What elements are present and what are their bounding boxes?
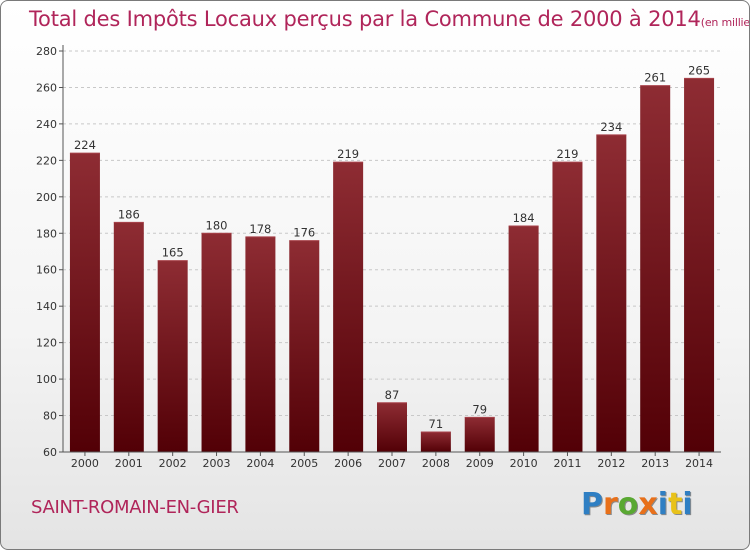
bar xyxy=(201,233,232,452)
y-tick-label: 200 xyxy=(36,191,57,204)
bar-value-label: 176 xyxy=(293,226,315,240)
bar-value-label: 219 xyxy=(337,147,359,161)
logo-letter: i xyxy=(657,487,669,522)
y-tick-label: 180 xyxy=(36,227,57,240)
y-tick-label: 120 xyxy=(36,337,57,350)
bar-value-label: 184 xyxy=(513,211,535,225)
bar-value-label: 178 xyxy=(249,222,271,236)
x-tick-label: 2006 xyxy=(334,457,362,470)
x-tick-label: 2010 xyxy=(510,457,538,470)
x-tick-label: 2014 xyxy=(685,457,713,470)
value-labels: 224 186 165 180 178 176 219 87 71 79 184 219 234 261 2… xyxy=(74,63,710,431)
logo-letter: x xyxy=(638,487,658,522)
axes: 60 80 100 120 140 160 180 200 220 240 260 280 2000 20… xyxy=(36,45,721,470)
bar-value-label: 234 xyxy=(600,120,622,134)
x-tick-label: 2009 xyxy=(466,457,494,470)
bar xyxy=(245,236,276,452)
y-tick-label: 60 xyxy=(43,446,57,459)
bar xyxy=(289,240,320,452)
bar-value-label: 87 xyxy=(385,388,400,402)
proxiti-logo: Proxiti xyxy=(581,487,693,522)
y-tick-label: 280 xyxy=(36,45,57,58)
y-tick-label: 260 xyxy=(36,81,57,94)
bar xyxy=(333,162,364,452)
logo-letter: i xyxy=(682,487,693,522)
bar-value-label: 180 xyxy=(206,218,228,232)
bar-value-label: 265 xyxy=(688,63,710,77)
commune-name: SAINT-ROMAIN-EN-GIER xyxy=(31,497,239,518)
x-tick-label: 2011 xyxy=(553,457,581,470)
x-tick-label: 2005 xyxy=(290,457,318,470)
chart-title: Total des Impôts Locaux perçus par la Co… xyxy=(29,7,750,31)
bar-value-label: 71 xyxy=(429,417,444,431)
logo-letter: o xyxy=(617,487,639,522)
x-tick-label: 2013 xyxy=(641,457,669,470)
x-tick-label: 2004 xyxy=(246,457,274,470)
bar-value-label: 186 xyxy=(118,207,140,221)
y-tick-label: 140 xyxy=(36,300,57,313)
logo-letter: P xyxy=(581,487,603,522)
bar xyxy=(596,134,627,452)
chart-title-unit: (en milliers d'€) xyxy=(700,16,750,29)
bar xyxy=(420,431,451,452)
bar xyxy=(113,222,144,452)
bar-value-label: 224 xyxy=(74,138,96,152)
x-tick-label: 2012 xyxy=(597,457,625,470)
bar xyxy=(69,153,100,452)
logo-letter: t xyxy=(668,487,683,522)
chart-title-main: Total des Impôts Locaux perçus par la Co… xyxy=(29,7,701,31)
y-tick-label: 100 xyxy=(36,373,57,386)
bar xyxy=(640,85,671,452)
bar xyxy=(508,225,539,452)
logo-letter: r xyxy=(603,487,618,522)
bar-value-label: 165 xyxy=(162,246,184,260)
x-tick-label: 2008 xyxy=(422,457,450,470)
bars xyxy=(69,77,715,452)
y-tick-label: 220 xyxy=(36,154,57,167)
bar-value-label: 261 xyxy=(644,71,666,85)
bar xyxy=(464,417,495,452)
bar xyxy=(157,260,188,452)
y-tick-label: 160 xyxy=(36,264,57,277)
bar-value-label: 79 xyxy=(472,402,487,416)
bar xyxy=(684,78,715,452)
x-tick-label: 2002 xyxy=(159,457,187,470)
bar-value-label: 219 xyxy=(556,147,578,161)
bar xyxy=(552,162,583,452)
x-tick-label: 2000 xyxy=(71,457,99,470)
x-tick-label: 2007 xyxy=(378,457,406,470)
x-tick-label: 2003 xyxy=(203,457,231,470)
bar xyxy=(377,402,407,452)
x-tick-label: 2001 xyxy=(115,457,143,470)
y-tick-label: 80 xyxy=(43,410,57,423)
y-tick-label: 240 xyxy=(36,118,57,131)
